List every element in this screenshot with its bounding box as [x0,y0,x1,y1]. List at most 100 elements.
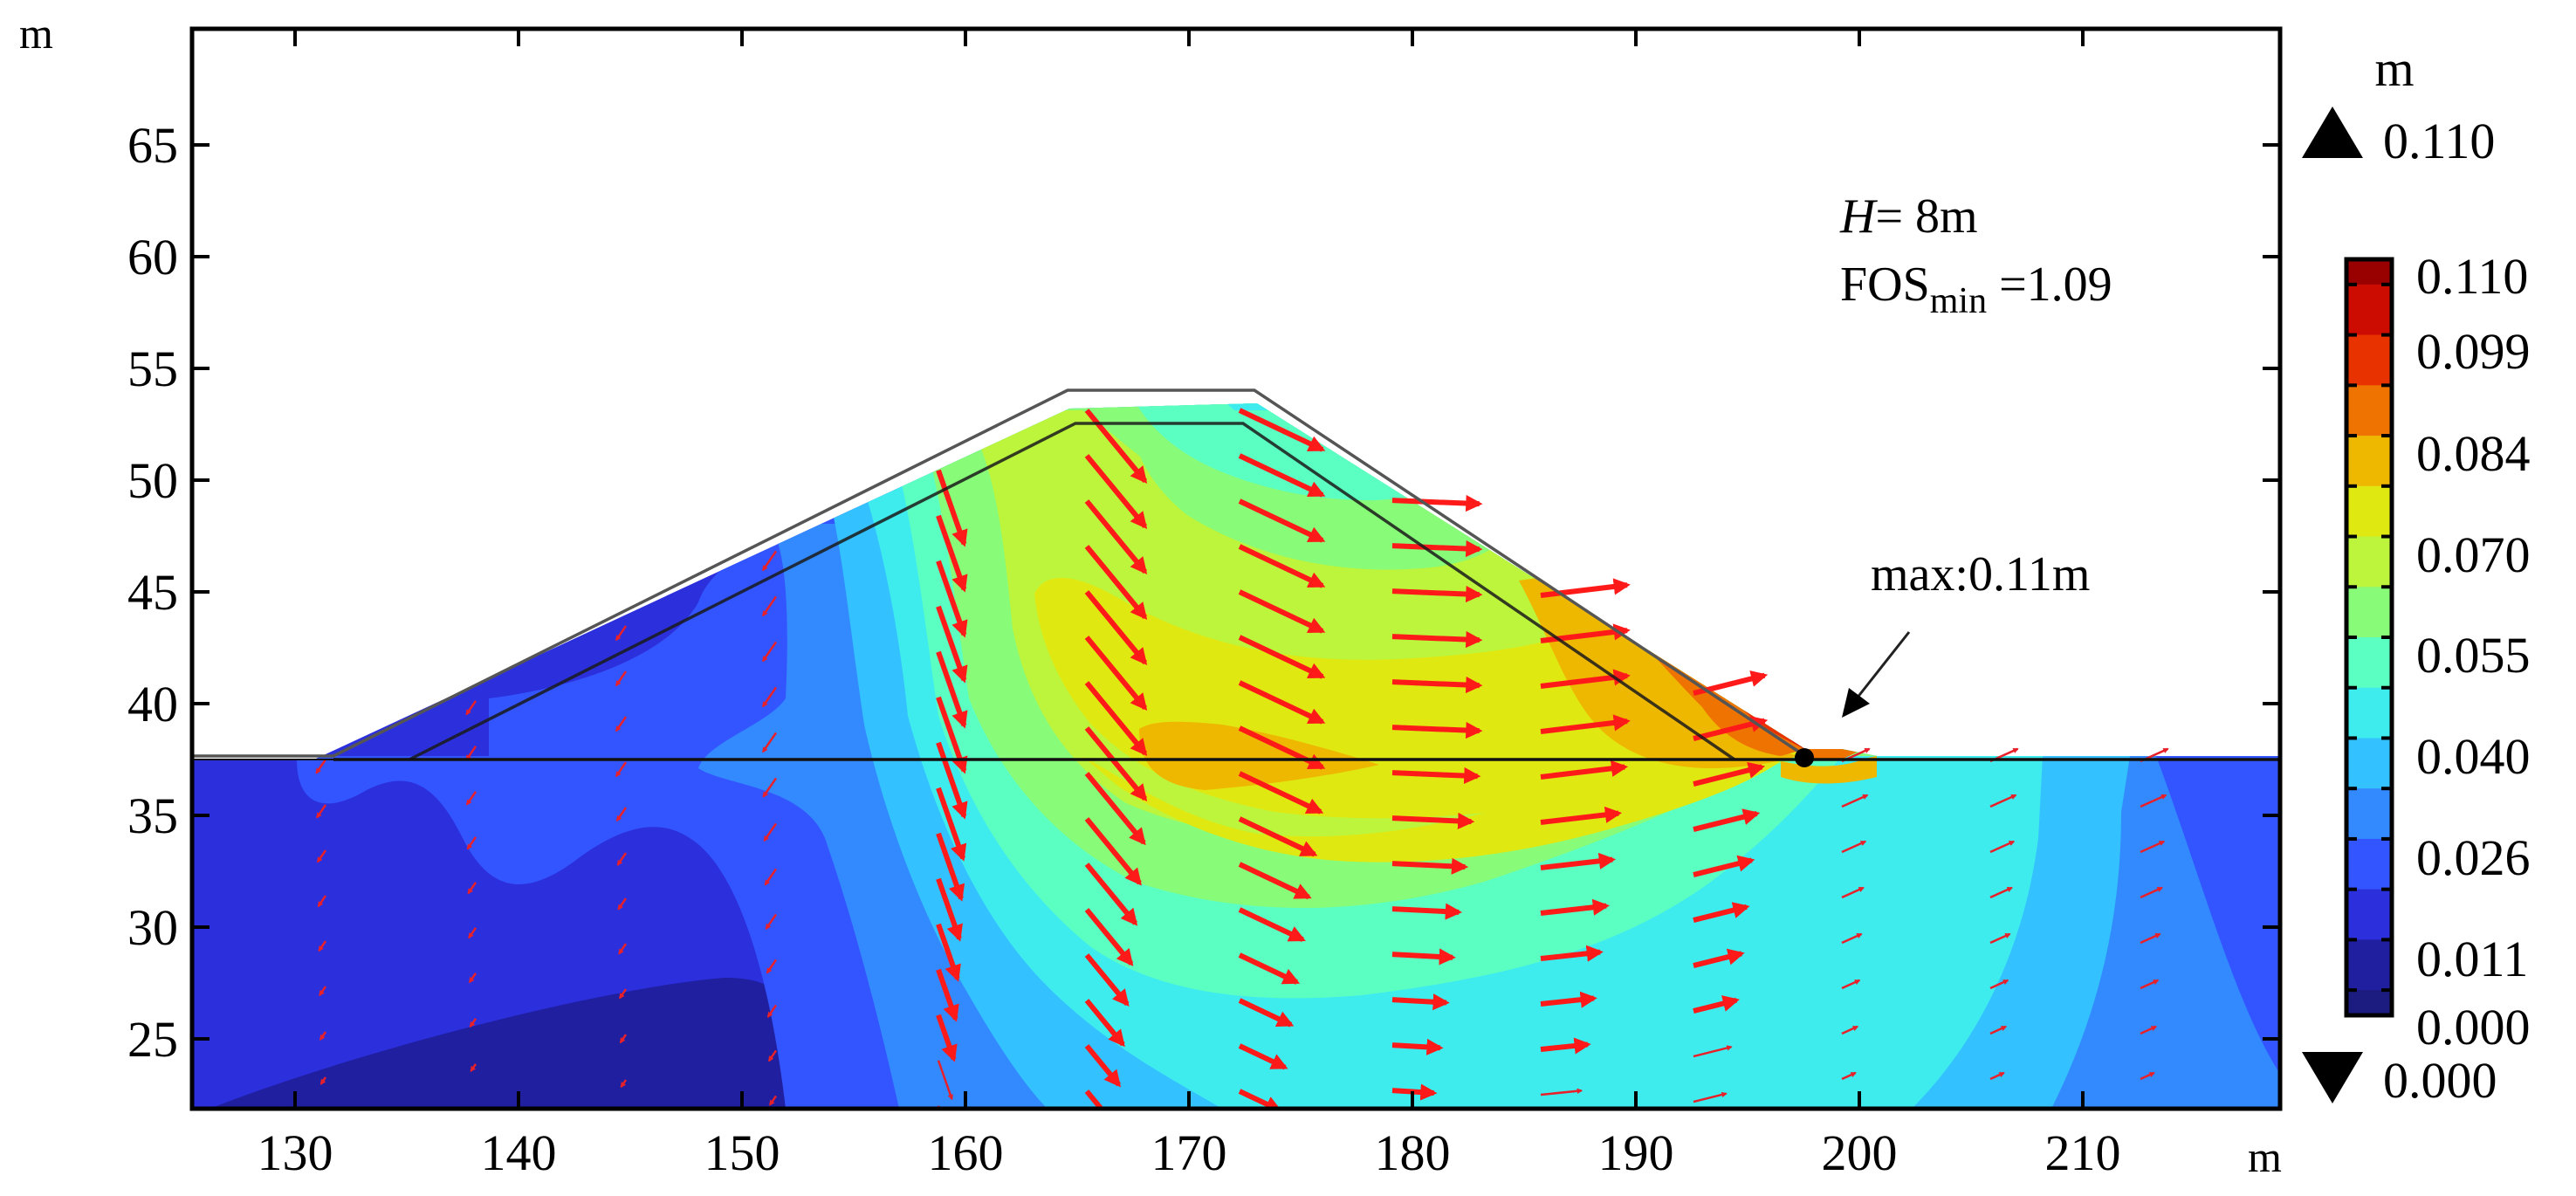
x-tick-label: 200 [1822,1124,1898,1181]
displacement-arrow [761,641,778,663]
displacement-arrow [1391,676,1483,694]
displacement-arrow [761,686,778,708]
displacement-arrow [1989,932,2011,945]
displacement-arrow [1238,816,1318,857]
y-tick-label: 35 [127,787,178,844]
embankment-outlines [192,388,2280,761]
displacement-arrow [1540,760,1629,780]
displacement-arrow [467,882,477,895]
displacement-arrow [1841,979,1861,990]
displacement-vectors [315,408,2169,1109]
displacement-arrow [2140,1071,2155,1081]
colorbar-tick-label: 0.055 [2416,627,2531,684]
displacement-arrow [1989,979,2009,990]
displacement-arrow [1693,855,1755,877]
displacement-arrow [936,560,968,638]
displacement-arrow [937,1060,953,1101]
displacement-arrow [469,1018,477,1028]
y-tick-label: 50 [127,452,178,509]
y-tick-label: 40 [127,676,178,732]
colorbar-band [2346,385,2392,436]
displacement-arrow [1084,999,1125,1048]
displacement-arrow [318,940,327,952]
displacement-arrow [761,732,778,753]
displacement-arrow [1693,948,1745,968]
displacement-arrow [762,777,778,798]
displacement-arrow [936,968,959,1022]
displacement-arrow [1238,1043,1288,1070]
displacement-arrow [936,650,968,729]
colorbar-band [2346,637,2392,689]
displacement-arrow [1238,998,1295,1028]
displacement-arrow [1540,991,1597,1008]
fos-label: FOS [1840,258,1930,312]
displacement-arrow [1084,863,1138,926]
displacement-arrow [1540,1088,1583,1096]
colorbar-band [2346,259,2392,285]
plot-frame [189,26,2283,1111]
displacement-arrow [1693,1045,1733,1058]
displacement-arrow [1238,544,1326,588]
displacement-arrow [2140,886,2163,899]
displacement-arrow [615,807,628,822]
displacement-arrow [1391,540,1483,558]
x-tick-label: 160 [928,1124,1004,1181]
displacement-arrow [2140,1025,2158,1035]
fos-subscript: min [1930,281,1987,321]
displacement-arrow [1391,766,1481,785]
displacement-arrow [1238,453,1326,498]
displacement-arrow [1989,794,2017,808]
displacement-arrow [1391,903,1463,920]
displacement-arrow [1238,680,1326,725]
leader-line [1855,631,1911,699]
colorbar-band [2346,284,2392,336]
displacement-arrow [1693,716,1769,741]
colorbar-min-marker: 0.000 [2383,1052,2497,1109]
y-tick-label: 60 [127,229,178,285]
colorbar-band [2346,334,2392,386]
displacement-arrow [1693,1091,1728,1103]
h-symbol: H [1839,189,1878,244]
max-triangle-icon [2302,107,2363,158]
colorbar-tick-label: 0.040 [2416,728,2531,785]
displacement-arrow [1391,721,1483,739]
x-tick-label: 210 [2045,1124,2121,1181]
displacement-arrow [1238,771,1324,815]
displacement-arrow [1391,585,1483,603]
displacement-arrow [1841,1025,1859,1035]
displacement-arrow [1391,812,1475,830]
displacement-arrow [2140,932,2161,945]
y-tick-label: 30 [127,899,178,956]
x-tick-label: 130 [258,1124,333,1181]
displacement-arrow [763,822,778,842]
max-point-marker [1795,748,1814,767]
colorbar-tick-label: 0.070 [2416,526,2531,583]
colorbar-band [2346,687,2392,739]
displacement-arrow [1989,840,2016,854]
displacement-arrow [618,943,628,955]
displacement-arrow [936,877,963,942]
displacement-arrow [1540,898,1610,916]
displacement-arrow [936,1014,958,1062]
displacement-arrow [1238,862,1312,900]
displacement-arrow [1084,772,1146,846]
x-axis-unit: m [2248,1132,2282,1181]
colorbar-band [2346,889,2392,940]
colorbar-tick-label: 0.026 [2416,829,2531,886]
colorbar-unit: m [2374,40,2414,97]
colorbar-band [2346,587,2392,638]
displacement-arrow [1238,952,1301,985]
displacement-arrow [617,897,628,911]
x-tick-label: 150 [704,1124,780,1181]
displacement-arrow [1540,945,1604,962]
displacement-arrow [1084,817,1142,886]
displacement-arrow [2140,979,2160,990]
colorbar-band [2346,738,2392,789]
displacement-arrow [1391,630,1483,649]
max-point-annotation: max:0.11m [1795,547,2090,767]
displacement-arrow [1693,995,1740,1014]
colorbar-band [2346,838,2392,890]
displacement-arrow [316,849,327,863]
displacement-arrow [1391,857,1469,875]
